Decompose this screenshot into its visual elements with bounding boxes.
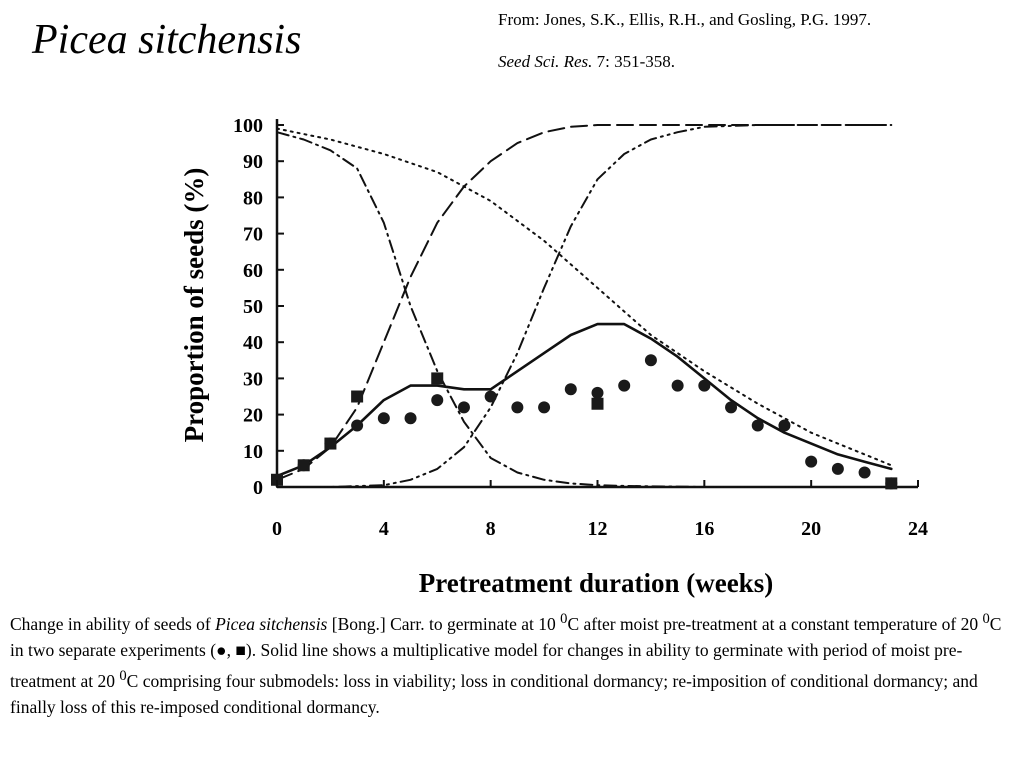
y-tick-label: 20: [243, 405, 263, 427]
data-point-square: [351, 390, 364, 403]
series-line-dash-dot-dot: [276, 124, 893, 488]
y-tick-label: 30: [243, 368, 263, 390]
citation-volume: 7: 351-358.: [592, 52, 676, 71]
figure-caption: Change in ability of seeds of Picea sitc…: [10, 606, 1018, 720]
data-point-circle: [457, 401, 470, 414]
series-line-dash-dot: [276, 131, 893, 488]
series-line-solid: [275, 322, 893, 478]
x-tick-label: 8: [486, 518, 496, 540]
caption-part-3: C after moist pre-treatment at a constan…: [567, 613, 983, 634]
y-tick-label: 70: [243, 224, 263, 246]
x-tick-label: 20: [801, 518, 821, 540]
x-tick-label: 16: [694, 518, 714, 540]
x-tick-label: 0: [272, 518, 282, 540]
y-tick-label: 100: [233, 115, 263, 137]
citation-journal: Seed Sci. Res.: [498, 52, 593, 71]
y-tick-label: 0: [253, 477, 263, 499]
data-point-circle: [377, 412, 390, 425]
data-point-circle: [698, 379, 711, 392]
data-point-circle: [644, 354, 657, 367]
data-point-circle: [858, 466, 871, 479]
data-point-circle: [431, 394, 444, 407]
data-point-circle: [404, 412, 417, 425]
chart-ticks: 0 10 20 30 40 50 60 70 80 90 100 0 4 8 12 16 20 24: [233, 115, 928, 540]
data-point-circle: [778, 419, 791, 432]
data-point-circle: [538, 401, 551, 414]
citation: From: Jones, S.K., Ellis, R.H., and Gosl…: [498, 8, 1018, 74]
y-axis-label: Proportion of seeds (%): [179, 168, 209, 443]
data-point-circle: [831, 462, 844, 475]
data-point-circle: [618, 379, 631, 392]
caption-part-1: Change in ability of seeds of: [10, 613, 216, 634]
y-tick-label: 10: [243, 441, 263, 463]
chart-curves: [275, 124, 893, 488]
data-point-circle: [564, 383, 577, 396]
caption-degree-3: 0: [119, 667, 127, 684]
citation-authors: From: Jones, S.K., Ellis, R.H., and Gosl…: [498, 10, 872, 29]
y-tick-label: 40: [243, 332, 263, 354]
data-point-square: [591, 397, 604, 410]
data-point-square: [885, 477, 898, 490]
data-point-circle: [725, 401, 738, 414]
data-point-circle: [671, 379, 684, 392]
data-point-circle: [805, 455, 818, 468]
data-point-circle: [511, 401, 524, 414]
x-axis-label: Pretreatment duration (weeks): [419, 568, 773, 598]
x-tick-label: 4: [379, 518, 389, 540]
data-point-circle: [751, 419, 764, 432]
x-tick-label: 24: [908, 518, 928, 540]
caption-part-4: C in two separate experiments (●, ■). So…: [10, 613, 1002, 691]
caption-part-5: C comprising four submodels: loss in via…: [10, 670, 978, 717]
data-point-circle: [591, 386, 604, 399]
chart-markers: [271, 354, 898, 490]
page-title: Picea sitchensis: [32, 17, 302, 63]
y-tick-label: 90: [243, 151, 263, 173]
data-point-square: [297, 459, 310, 472]
series-line-dashed: [276, 124, 893, 481]
citation-source: Seed Sci. Res. 7: 351-358.: [498, 50, 1018, 74]
x-tick-label: 12: [588, 518, 608, 540]
caption-species: Picea sitchensis: [215, 613, 328, 634]
data-point-circle: [351, 419, 364, 432]
y-tick-label: 60: [243, 260, 263, 282]
data-point-square: [271, 473, 283, 486]
caption-part-2: [Bong.] Carr. to germinate at 10: [327, 613, 561, 634]
data-point-circle: [484, 390, 497, 403]
chart-axes: [275, 119, 918, 489]
data-point-square: [431, 372, 444, 385]
data-point-square: [324, 437, 337, 450]
caption-degree-2: 0: [982, 611, 990, 627]
y-tick-label: 50: [243, 296, 263, 318]
germination-chart: 0 10 20 30 40 50 60 70 80 90 100 0 4 8 12 16 20 24 Pretre…: [179, 115, 928, 598]
y-tick-label: 80: [243, 187, 263, 209]
series-line-dotted: [276, 127, 893, 467]
caption-text: Change in ability of seeds of Picea sitc…: [10, 606, 1018, 720]
caption-degree-1: 0: [560, 611, 568, 627]
